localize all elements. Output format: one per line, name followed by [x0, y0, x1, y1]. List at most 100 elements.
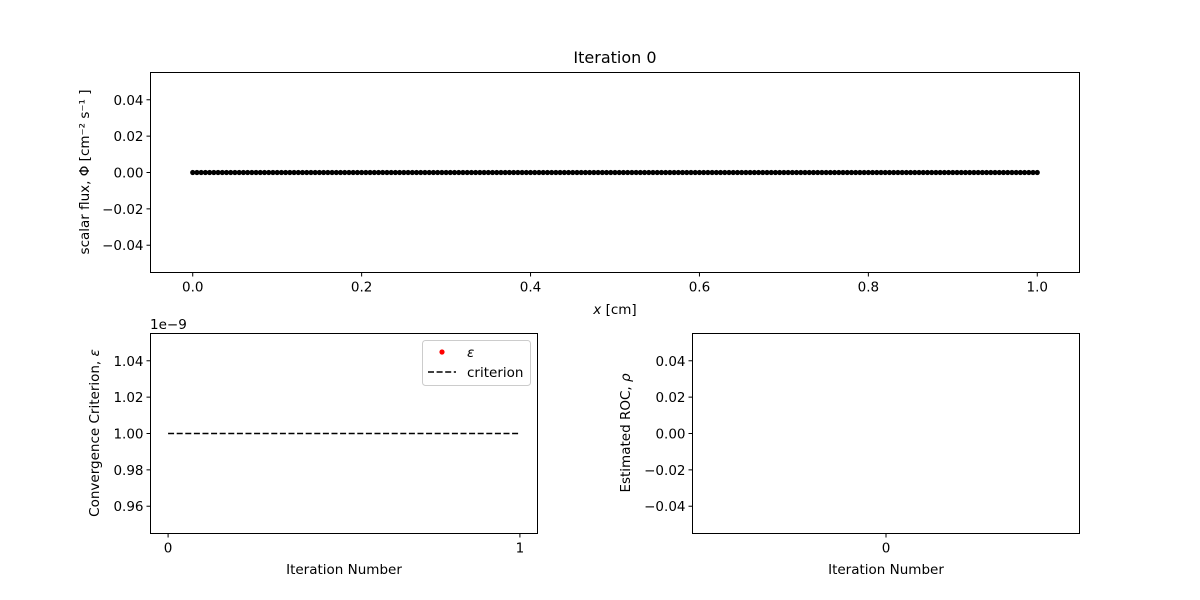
flux-point	[215, 169, 221, 176]
roc-plot: 0 −0.04 −0.02 0.00 0.02 0.04 Iteration Numbe…	[618, 333, 1080, 578]
x-tick-label: 0	[882, 541, 891, 557]
flux-point	[616, 169, 622, 176]
flux-point	[413, 169, 420, 176]
flux-point	[612, 169, 618, 176]
flux-point	[971, 169, 977, 176]
flux-point	[219, 169, 225, 176]
flux-point	[1013, 169, 1019, 176]
flux-point	[515, 169, 521, 176]
flux-point	[979, 169, 985, 176]
flux-point	[785, 169, 791, 176]
flux-point	[451, 169, 458, 176]
flux-point	[540, 169, 546, 176]
flux-point	[464, 169, 470, 176]
flux-point	[848, 169, 855, 176]
y-tick-label: 1.00	[113, 427, 143, 443]
flux-point	[565, 169, 572, 176]
flux-point	[367, 169, 373, 176]
flux-point	[658, 169, 665, 176]
flux-point	[1030, 169, 1036, 176]
flux-point	[722, 169, 728, 176]
flux-y-ticks: −0.04 −0.02 0.00 0.02 0.04	[102, 93, 151, 254]
roc-plot-frame	[692, 333, 1080, 534]
x-tick-label: 0.4	[520, 280, 541, 296]
flux-point	[755, 169, 762, 176]
flux-point	[498, 169, 504, 176]
flux-point	[713, 169, 719, 176]
flux-point	[684, 169, 690, 176]
flux-point	[261, 169, 268, 176]
legend-criterion-label: criterion	[467, 365, 523, 381]
flux-point	[992, 169, 998, 176]
flux-point	[819, 169, 825, 176]
flux-point	[625, 169, 631, 176]
x-tick-label: 0	[164, 541, 173, 557]
flux-point	[945, 169, 952, 176]
flux-point	[882, 169, 888, 176]
flux-point	[223, 169, 230, 176]
flux-point	[760, 169, 766, 176]
roc-y-axis-label: Estimated ROC, ρ	[618, 373, 634, 493]
x-tick-label: 1	[516, 541, 525, 557]
flux-point	[743, 169, 749, 176]
y-tick-label: 0.96	[113, 499, 143, 515]
flux-point	[907, 169, 914, 176]
flux-point	[278, 169, 285, 176]
x-tick-label: 0.0	[182, 280, 203, 296]
flux-point	[426, 169, 432, 176]
flux-point	[798, 169, 804, 176]
flux-point	[329, 169, 335, 176]
flux-point	[806, 169, 812, 176]
x-tick-label: 0.2	[351, 280, 372, 296]
flux-point	[869, 169, 876, 176]
flux-point	[359, 169, 365, 176]
flux-point	[304, 169, 310, 176]
flux-point	[502, 169, 508, 176]
flux-point	[240, 169, 246, 176]
y-tick-label: 0.00	[113, 166, 143, 182]
flux-point	[679, 169, 686, 176]
flux-point	[232, 169, 238, 176]
x-tick-label: 0.6	[689, 280, 710, 296]
flux-point	[954, 169, 960, 176]
flux-point	[283, 169, 289, 176]
legend-frame	[422, 340, 531, 386]
flux-point	[827, 169, 833, 176]
flux-point	[1026, 169, 1032, 176]
flux-point	[886, 169, 893, 176]
flux-point	[895, 169, 901, 176]
flux-point	[844, 169, 850, 176]
flux-point	[447, 169, 453, 176]
flux-point	[523, 169, 529, 176]
flux-point	[608, 169, 614, 176]
flux-point	[967, 169, 973, 176]
flux-point	[274, 169, 280, 176]
flux-point	[777, 169, 783, 176]
y-tick-label: 0.04	[113, 93, 143, 109]
flux-point	[603, 169, 610, 176]
flux-point	[595, 169, 601, 176]
flux-point	[561, 169, 567, 176]
flux-point	[532, 169, 538, 176]
y-tick-label: 0.04	[655, 354, 685, 370]
flux-point	[371, 169, 377, 176]
flux-point	[717, 169, 724, 176]
flux-point	[840, 169, 846, 176]
legend-epsilon-marker	[439, 349, 445, 355]
flux-point	[207, 169, 213, 176]
flux-point	[865, 169, 871, 176]
flux-point	[831, 169, 838, 176]
flux-point	[388, 169, 394, 176]
flux-point	[333, 169, 339, 176]
flux-point	[549, 169, 555, 176]
convergence-x-axis-label: Iteration Number	[286, 562, 402, 578]
y-tick-label: −0.02	[644, 463, 685, 479]
flux-point	[692, 169, 698, 176]
flux-point	[929, 169, 935, 176]
flux-point	[709, 169, 715, 176]
flux-point	[903, 169, 909, 176]
x-tick-label: 1.0	[1027, 280, 1048, 296]
flux-point	[920, 169, 926, 176]
flux-point	[439, 169, 445, 176]
